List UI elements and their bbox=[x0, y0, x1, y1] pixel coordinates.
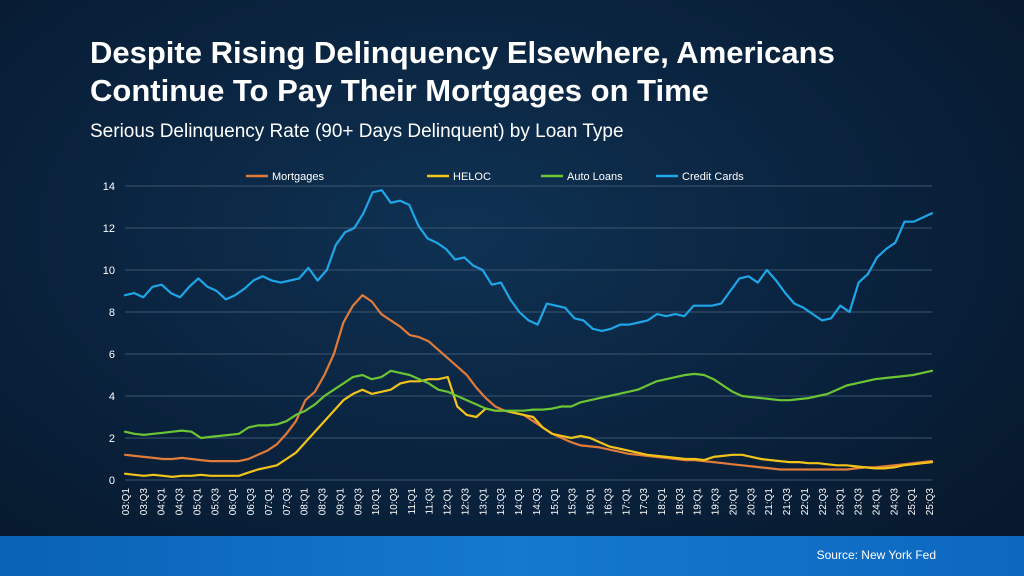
x-tick-label: 03:Q3 bbox=[139, 488, 150, 516]
x-tick-label: 12:Q1 bbox=[443, 488, 454, 516]
x-tick-label: 17:Q3 bbox=[639, 488, 650, 516]
x-tick-label: 07:Q3 bbox=[282, 488, 293, 516]
x-tick-label: 08:Q1 bbox=[300, 488, 311, 516]
y-tick-label: 8 bbox=[109, 307, 115, 319]
x-tick-label: 13:Q1 bbox=[478, 488, 489, 516]
footer-bar bbox=[0, 536, 1024, 576]
x-tick-label: 19:Q3 bbox=[711, 488, 722, 516]
line-chart: 0 2 4 6 8 10 12 14 03:Q1 03:Q3 04:Q1 04:Q3 05:Q1 05:Q… bbox=[103, 171, 936, 516]
x-tick-label: 15:Q1 bbox=[550, 488, 561, 516]
x-tick-label: 24:Q3 bbox=[889, 488, 900, 516]
x-tick-label: 09:Q3 bbox=[353, 488, 364, 516]
x-tick-label: 04:Q3 bbox=[175, 488, 186, 516]
chart-title-line-2: Continue To Pay Their Mortgages on Time bbox=[90, 73, 709, 108]
legend-label-auto-loans: Auto Loans bbox=[567, 171, 623, 183]
x-tick-label: 19:Q1 bbox=[693, 488, 704, 516]
source-note: Source: New York Fed bbox=[816, 548, 936, 562]
x-tick-label: 20:Q3 bbox=[746, 488, 757, 516]
y-tick-label: 10 bbox=[103, 265, 115, 277]
x-tick-label: 16:Q3 bbox=[603, 488, 614, 516]
y-tick-label: 12 bbox=[103, 223, 115, 235]
x-tick-label: 14:Q1 bbox=[514, 488, 525, 516]
y-tick-label: 14 bbox=[103, 181, 115, 193]
x-tick-label: 09:Q1 bbox=[335, 488, 346, 516]
y-tick-label: 4 bbox=[109, 391, 115, 403]
x-tick-label: 06:Q3 bbox=[246, 488, 257, 516]
x-tick-label: 05:Q1 bbox=[192, 488, 203, 516]
series-line-credit-cards bbox=[123, 189, 934, 332]
x-tick-label: 11:Q3 bbox=[425, 488, 436, 515]
x-tick-label: 18:Q1 bbox=[657, 488, 668, 516]
x-tick-label: 21:Q1 bbox=[764, 488, 775, 516]
y-tick-label: 6 bbox=[109, 349, 115, 361]
x-tick-label: 22:Q1 bbox=[800, 488, 811, 516]
x-tick-label: 15:Q3 bbox=[568, 488, 579, 516]
x-tick-label: 20:Q1 bbox=[728, 488, 739, 516]
x-tick-label: 13:Q3 bbox=[496, 488, 507, 516]
x-tick-label: 12:Q3 bbox=[460, 488, 471, 516]
x-tick-label: 10:Q3 bbox=[389, 488, 400, 516]
x-tick-label: 14:Q3 bbox=[532, 488, 543, 516]
x-tick-label: 08:Q3 bbox=[318, 488, 329, 516]
series-line-auto-loans bbox=[123, 369, 934, 440]
chart-title-line-1: Despite Rising Delinquency Elsewhere, Am… bbox=[90, 35, 835, 70]
y-tick-label: 2 bbox=[109, 433, 115, 445]
x-tick-label: 16:Q1 bbox=[586, 488, 597, 516]
x-tick-label: 25:Q3 bbox=[925, 488, 936, 516]
x-tick-label: 24:Q1 bbox=[871, 488, 882, 516]
x-tick-label: 06:Q1 bbox=[228, 488, 239, 516]
x-tick-label: 23:Q1 bbox=[836, 488, 847, 516]
x-tick-label: 21:Q3 bbox=[782, 488, 793, 516]
series-line-mortgages bbox=[123, 294, 934, 471]
legend-label-credit-cards: Credit Cards bbox=[682, 171, 744, 183]
x-tick-label: 05:Q3 bbox=[210, 488, 221, 516]
chart-title: Despite Rising Delinquency Elsewhere, Am… bbox=[90, 34, 990, 110]
x-tick-label: 10:Q1 bbox=[371, 488, 382, 516]
y-tick-label: 0 bbox=[109, 475, 115, 487]
x-tick-label: 25:Q1 bbox=[907, 488, 918, 516]
x-tick-label: 03:Q1 bbox=[121, 488, 132, 516]
legend-label-mortgages: Mortgages bbox=[272, 171, 324, 183]
x-tick-label: 04:Q1 bbox=[157, 488, 168, 516]
x-tick-label: 11:Q1 bbox=[407, 488, 418, 515]
x-tick-label: 18:Q3 bbox=[675, 488, 686, 516]
x-tick-label: 22:Q3 bbox=[818, 488, 829, 516]
chart-subtitle: Serious Delinquency Rate (90+ Days Delin… bbox=[90, 121, 624, 142]
x-tick-label: 23:Q3 bbox=[854, 488, 865, 516]
legend-label-heloc: HELOC bbox=[453, 171, 491, 183]
x-tick-label: 17:Q1 bbox=[621, 488, 632, 516]
series-line-heloc bbox=[123, 376, 934, 478]
x-tick-label: 07:Q1 bbox=[264, 488, 275, 516]
